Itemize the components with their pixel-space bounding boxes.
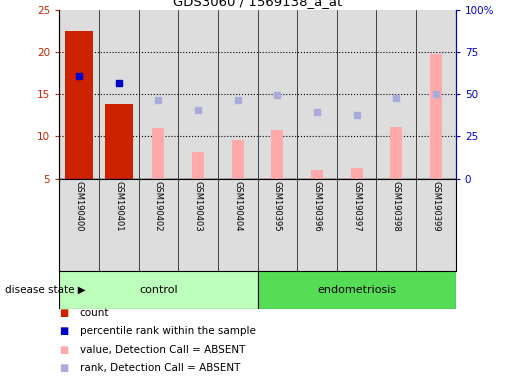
- Text: GSM190400: GSM190400: [75, 181, 83, 232]
- Text: GSM190399: GSM190399: [432, 181, 440, 232]
- Bar: [99, 10, 139, 179]
- Bar: [390, 127, 402, 179]
- Text: percentile rank within the sample: percentile rank within the sample: [80, 326, 256, 336]
- Bar: [376, 10, 416, 179]
- Bar: [178, 10, 218, 179]
- Bar: [311, 170, 323, 179]
- Text: disease state ▶: disease state ▶: [5, 285, 86, 295]
- Bar: [271, 131, 283, 179]
- Text: count: count: [80, 308, 109, 318]
- Bar: [192, 152, 204, 179]
- Text: GSM190396: GSM190396: [313, 181, 321, 232]
- Title: GDS3060 / 1569138_a_at: GDS3060 / 1569138_a_at: [173, 0, 342, 8]
- FancyBboxPatch shape: [59, 271, 258, 309]
- Text: ■: ■: [59, 308, 68, 318]
- Text: GSM190397: GSM190397: [352, 181, 361, 232]
- Text: GSM190404: GSM190404: [233, 181, 242, 232]
- Bar: [337, 10, 376, 179]
- Text: GSM190402: GSM190402: [154, 181, 163, 232]
- Text: GSM190398: GSM190398: [392, 181, 401, 232]
- Bar: [351, 167, 363, 179]
- Bar: [152, 128, 164, 179]
- Text: ■: ■: [59, 363, 68, 373]
- Text: endometriosis: endometriosis: [317, 285, 396, 295]
- Text: GSM190401: GSM190401: [114, 181, 123, 232]
- Text: ■: ■: [59, 326, 68, 336]
- Bar: [416, 10, 456, 179]
- Text: rank, Detection Call = ABSENT: rank, Detection Call = ABSENT: [80, 363, 240, 373]
- Text: control: control: [139, 285, 178, 295]
- Bar: [218, 10, 258, 179]
- Bar: [297, 10, 337, 179]
- Bar: [258, 10, 297, 179]
- Bar: [139, 10, 178, 179]
- FancyBboxPatch shape: [258, 271, 456, 309]
- Text: GSM190395: GSM190395: [273, 181, 282, 232]
- Bar: [59, 10, 99, 179]
- Bar: [232, 140, 244, 179]
- Bar: [105, 104, 132, 179]
- Text: GSM190403: GSM190403: [194, 181, 202, 232]
- Text: value, Detection Call = ABSENT: value, Detection Call = ABSENT: [80, 345, 245, 355]
- Bar: [430, 53, 442, 179]
- Text: ■: ■: [59, 345, 68, 355]
- Bar: [65, 31, 93, 179]
